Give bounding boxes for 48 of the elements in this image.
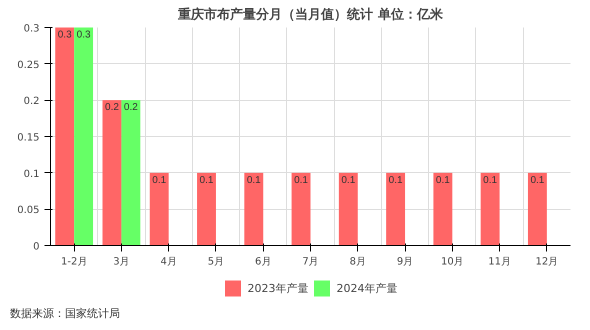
y-tick-label: 0 <box>33 242 40 252</box>
chart-title: 重庆市布产量分月（当月值）统计 单位：亿米 <box>177 6 444 22</box>
bar <box>121 100 140 246</box>
bar <box>102 100 122 246</box>
bar <box>197 172 216 246</box>
y-tick-label: 0.05 <box>17 205 40 216</box>
data-label: 0.1 <box>152 174 167 186</box>
data-label: 0.1 <box>530 174 545 186</box>
x-tick-label: 8月 <box>350 256 366 268</box>
bar <box>292 172 310 246</box>
legend-label: 2023年产量 <box>248 280 308 296</box>
x-tick-label: 4月 <box>160 256 177 268</box>
x-tick-label: 11月 <box>488 256 511 268</box>
x-tick-label: 12月 <box>536 256 558 268</box>
bar <box>386 172 406 246</box>
bar <box>528 172 547 246</box>
x-tick-label: 5月 <box>208 256 224 268</box>
y-tick-label: 0.3 <box>24 24 40 34</box>
bar <box>433 172 452 246</box>
x-tick-label: 1-2月 <box>60 256 88 268</box>
bar <box>74 28 94 246</box>
data-label: 0.3 <box>58 30 72 40</box>
y-tick-label: 0.15 <box>17 132 40 144</box>
data-label: 0.1 <box>483 174 498 186</box>
legend-label: 2024年产量 <box>336 280 398 296</box>
x-tick-label: 3月 <box>113 256 130 268</box>
bar <box>480 172 500 246</box>
x-tick-label: 9月 <box>396 256 414 268</box>
data-label: 0.2 <box>124 102 138 114</box>
bar <box>338 172 358 246</box>
data-label: 0.2 <box>105 102 120 114</box>
data-label: 0.1 <box>294 174 308 186</box>
x-tick-label: 10月 <box>440 256 464 268</box>
bar <box>244 172 264 246</box>
data-label: 0.1 <box>200 174 214 186</box>
x-tick-label: 6月 <box>255 256 272 268</box>
x-tick-label: 7月 <box>302 256 319 268</box>
data-label: 0.1 <box>436 174 450 186</box>
data-label: 0.3 <box>76 30 91 40</box>
data-label: 0.1 <box>388 174 403 186</box>
y-tick-label: 0.2 <box>24 96 40 108</box>
y-tick-label: 0.25 <box>17 60 40 71</box>
data-label: 0.1 <box>246 174 262 186</box>
data-label: 0.1 <box>341 174 356 186</box>
bar <box>55 28 74 246</box>
source-note: 数据来源：国家统计局 <box>10 306 120 322</box>
bar <box>150 172 169 246</box>
y-tick-label: 0.1 <box>24 168 40 180</box>
